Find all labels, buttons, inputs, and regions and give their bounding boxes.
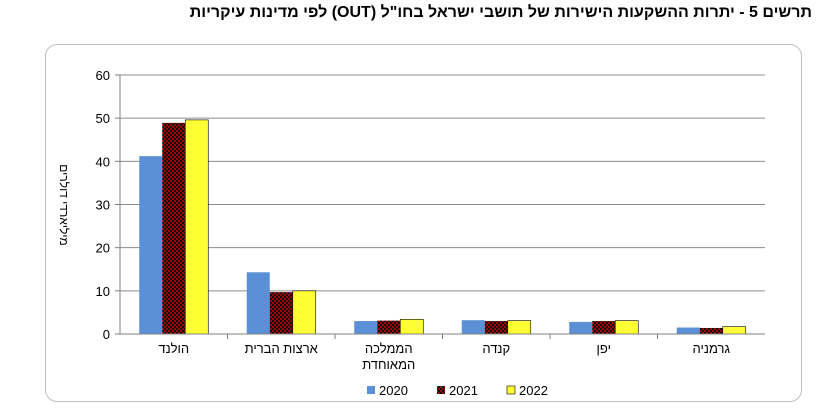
category-label: המאוחדת bbox=[362, 357, 415, 372]
bar-2021-4 bbox=[592, 321, 616, 334]
bars bbox=[139, 119, 747, 335]
category-label: הממלכה bbox=[365, 341, 413, 356]
bar-2020-5 bbox=[676, 327, 700, 334]
bar-2020-3 bbox=[461, 320, 485, 334]
y-axis-label: מיליארדי דולרים bbox=[57, 164, 71, 245]
bar-2020-0 bbox=[139, 156, 163, 334]
bar-2022-3 bbox=[507, 320, 532, 335]
legend-swatch-2022 bbox=[506, 385, 516, 395]
bar-2021-5 bbox=[699, 327, 723, 334]
y-tick-label: 60 bbox=[96, 68, 110, 83]
bar-2020-1 bbox=[246, 272, 270, 334]
bar-2022-1 bbox=[292, 290, 317, 335]
category-label: ארצות הברית bbox=[245, 341, 318, 356]
legend-swatch-2020 bbox=[367, 386, 375, 394]
legend: 2020 2021 2022 bbox=[367, 383, 548, 398]
legend-swatch-2021 bbox=[437, 386, 445, 394]
legend-label-2022: 2022 bbox=[519, 383, 548, 398]
category-label: גרמניה bbox=[693, 341, 731, 356]
y-tick-label: 10 bbox=[96, 284, 110, 299]
bar-2021-0 bbox=[162, 122, 186, 334]
y-tick-label: 30 bbox=[96, 198, 110, 213]
legend-label-2021: 2021 bbox=[449, 383, 478, 398]
grid-lines bbox=[120, 74, 765, 292]
chart-frame bbox=[45, 44, 802, 402]
bar-2020-4 bbox=[569, 321, 593, 334]
y-axis-ticks: 0 10 20 30 40 50 60 bbox=[96, 68, 120, 342]
bar-2022-4 bbox=[614, 320, 639, 335]
bar-2021-1 bbox=[269, 292, 293, 334]
category-label: הולנד bbox=[158, 341, 189, 356]
category-label: קנדה bbox=[482, 341, 510, 356]
y-tick-label: 0 bbox=[103, 327, 110, 342]
bar-2021-3 bbox=[484, 321, 508, 334]
chart-title: תרשים 5 - יתרות ההשקעות הישירות של תושבי… bbox=[189, 4, 812, 21]
bar-2021-2 bbox=[377, 320, 401, 334]
bar-2022-0 bbox=[184, 119, 209, 335]
bar-2022-2 bbox=[399, 319, 424, 335]
y-tick-label: 50 bbox=[96, 111, 110, 126]
y-tick-label: 20 bbox=[96, 241, 110, 256]
bar-2020-2 bbox=[354, 321, 378, 334]
legend-label-2020: 2020 bbox=[379, 383, 408, 398]
bar-2022-5 bbox=[722, 326, 747, 335]
category-label: יפן bbox=[597, 341, 611, 356]
y-tick-label: 40 bbox=[96, 154, 110, 169]
